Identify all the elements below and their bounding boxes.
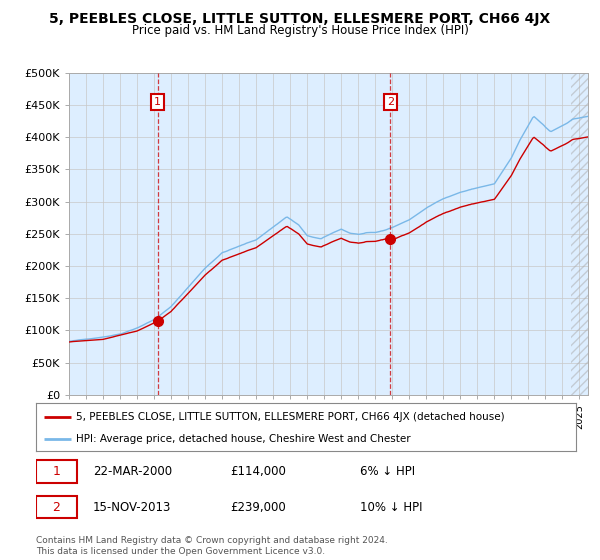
Text: 2: 2: [387, 97, 394, 107]
FancyBboxPatch shape: [36, 496, 77, 519]
Text: 22-MAR-2000: 22-MAR-2000: [92, 465, 172, 478]
Text: 5, PEEBLES CLOSE, LITTLE SUTTON, ELLESMERE PORT, CH66 4JX: 5, PEEBLES CLOSE, LITTLE SUTTON, ELLESME…: [49, 12, 551, 26]
Text: 5, PEEBLES CLOSE, LITTLE SUTTON, ELLESMERE PORT, CH66 4JX (detached house): 5, PEEBLES CLOSE, LITTLE SUTTON, ELLESME…: [77, 412, 505, 422]
Text: 10% ↓ HPI: 10% ↓ HPI: [360, 501, 422, 514]
Text: 15-NOV-2013: 15-NOV-2013: [92, 501, 171, 514]
Text: £114,000: £114,000: [230, 465, 286, 478]
Text: Contains HM Land Registry data © Crown copyright and database right 2024.
This d: Contains HM Land Registry data © Crown c…: [36, 536, 388, 556]
Text: Price paid vs. HM Land Registry's House Price Index (HPI): Price paid vs. HM Land Registry's House …: [131, 24, 469, 36]
Text: £239,000: £239,000: [230, 501, 286, 514]
Text: 6% ↓ HPI: 6% ↓ HPI: [360, 465, 415, 478]
Text: 1: 1: [154, 97, 161, 107]
Text: 1: 1: [53, 465, 61, 478]
Text: HPI: Average price, detached house, Cheshire West and Chester: HPI: Average price, detached house, Ches…: [77, 434, 411, 444]
Text: 2: 2: [53, 501, 61, 514]
Bar: [571, 73, 588, 395]
Bar: [571, 73, 588, 395]
FancyBboxPatch shape: [36, 460, 77, 483]
